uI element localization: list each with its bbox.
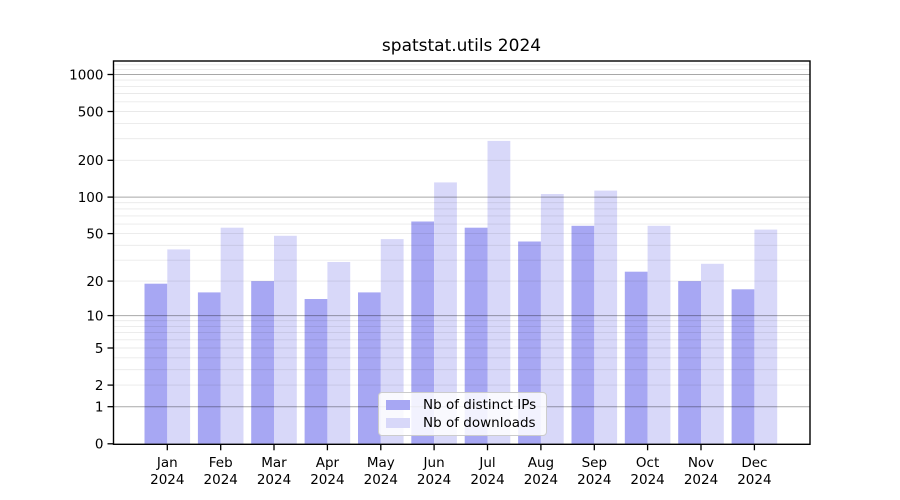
- x-tick-label-year-jun: 2024: [417, 472, 451, 488]
- y-tick-label-20: 20: [86, 274, 103, 290]
- bar-distinct-ips-apr: [304, 299, 328, 444]
- x-tick-label-year-aug: 2024: [524, 472, 558, 488]
- x-tick-label-month-aug: Aug: [528, 455, 554, 471]
- y-tick-label-100: 100: [78, 190, 104, 206]
- x-tick-label-month-sep: Sep: [582, 455, 607, 471]
- bar-downloads-jan: [167, 249, 191, 444]
- bar-distinct-ips-jan: [144, 283, 168, 444]
- bar-downloads-jul: [487, 140, 511, 444]
- x-tick-label-year-dec: 2024: [737, 472, 771, 488]
- bar-downloads-feb: [220, 227, 244, 444]
- legend-item-downloads: Nb of downloads: [386, 415, 540, 433]
- legend-label-distinct-ips: Nb of distinct IPs: [423, 396, 537, 413]
- bar-downloads-oct: [647, 225, 671, 444]
- x-tick-label-month-feb: Feb: [209, 455, 233, 471]
- bar-downloads-aug: [540, 194, 564, 444]
- legend-swatch-downloads: [386, 418, 410, 429]
- x-tick-label-month-oct: Oct: [636, 455, 659, 471]
- legend-item-distinct-ips: Nb of distinct IPs: [386, 396, 540, 414]
- y-tick-label-10: 10: [86, 308, 103, 324]
- y-tick-label-0: 0: [95, 437, 104, 453]
- bar-downloads-apr: [327, 262, 351, 444]
- x-tick-label-month-may: May: [367, 455, 395, 471]
- x-tick-label-year-apr: 2024: [310, 472, 344, 488]
- bar-downloads-jun: [434, 182, 457, 444]
- x-tick-label-month-nov: Nov: [688, 455, 714, 471]
- y-tick-label-2: 2: [95, 378, 104, 394]
- x-tick-label-year-nov: 2024: [684, 472, 718, 488]
- bar-distinct-ips-jun: [411, 221, 435, 444]
- legend-swatch-distinct-ips: [386, 399, 410, 410]
- x-tick-label-year-feb: 2024: [204, 472, 238, 488]
- x-tick-label-year-jan: 2024: [150, 472, 184, 488]
- bar-downloads-nov: [701, 263, 724, 444]
- bar-distinct-ips-mar: [251, 281, 274, 444]
- bar-distinct-ips-feb: [197, 292, 221, 444]
- bar-downloads-mar: [274, 235, 297, 444]
- plot-frame: [112, 60, 811, 445]
- chart-title: spatstat.utils 2024: [381, 36, 542, 56]
- bar-distinct-ips-may: [358, 292, 381, 444]
- y-tick-label-200: 200: [78, 153, 104, 169]
- x-tick-label-year-oct: 2024: [630, 472, 664, 488]
- bar-distinct-ips-nov: [678, 281, 701, 444]
- x-tick-label-month-jul: Jul: [478, 455, 495, 471]
- x-tick-label-year-mar: 2024: [257, 472, 291, 488]
- y-tick-label-1: 1: [95, 400, 104, 416]
- y-tick-label-5: 5: [95, 341, 104, 357]
- y-tick-label-50: 50: [86, 226, 103, 242]
- bar-distinct-ips-sep: [571, 225, 595, 444]
- bar-downloads-sep: [594, 190, 618, 444]
- x-tick-label-year-sep: 2024: [577, 472, 611, 488]
- y-tick-label-1000: 1000: [69, 67, 103, 83]
- x-tick-label-month-mar: Mar: [261, 455, 287, 471]
- x-tick-label-year-jul: 2024: [470, 472, 504, 488]
- bar-distinct-ips-jul: [464, 227, 488, 444]
- x-tick-label-month-apr: Apr: [316, 455, 340, 471]
- x-tick-label-month-jan: Jan: [156, 455, 178, 471]
- y-tick-label-500: 500: [78, 104, 104, 120]
- x-tick-label-month-jun: Jun: [423, 455, 445, 471]
- bar-downloads-dec: [754, 229, 778, 444]
- bar-distinct-ips-dec: [731, 289, 755, 444]
- legend: Nb of distinct IPs Nb of downloads: [378, 392, 547, 436]
- legend-label-downloads: Nb of downloads: [423, 415, 536, 432]
- x-tick-label-month-dec: Dec: [741, 455, 767, 471]
- x-tick-label-year-may: 2024: [364, 472, 398, 488]
- bar-distinct-ips-oct: [624, 271, 648, 444]
